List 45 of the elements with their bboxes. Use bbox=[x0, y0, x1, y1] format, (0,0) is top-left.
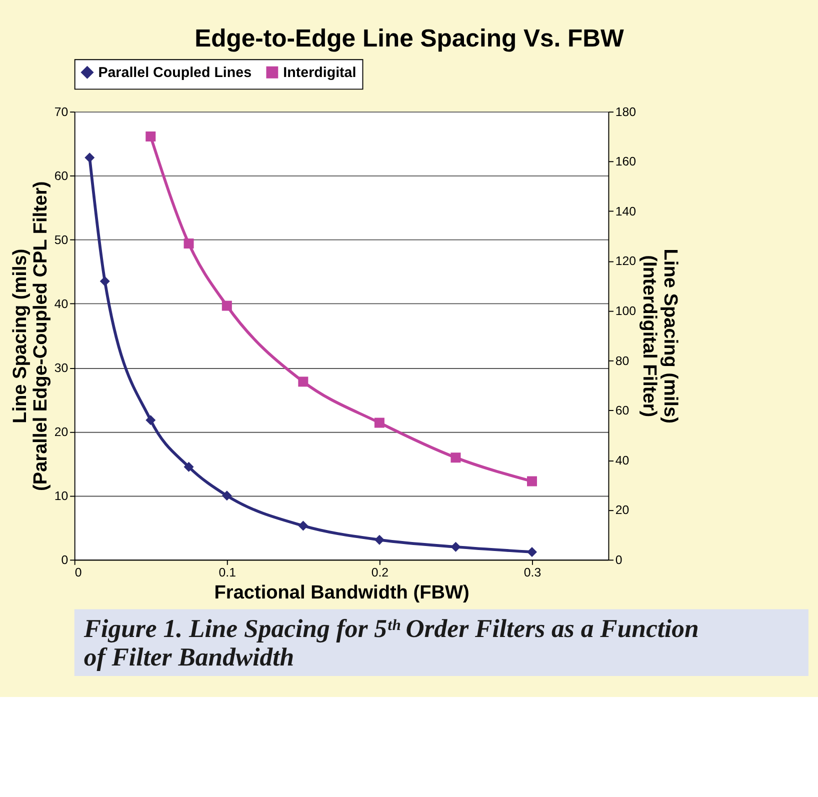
point bbox=[526, 476, 537, 486]
y2-tick-label: 60 bbox=[615, 404, 630, 418]
point bbox=[184, 462, 194, 472]
point bbox=[146, 415, 156, 426]
point bbox=[298, 376, 308, 387]
y-axis-title: Line Spacing (mils) (Parallel Edge-Coupled CPL Filter) bbox=[10, 181, 52, 491]
point bbox=[84, 152, 95, 163]
y-tick-label: 30 bbox=[54, 360, 68, 375]
point bbox=[222, 490, 232, 501]
y2-tick-label: 100 bbox=[615, 304, 636, 318]
caption: Figure 1. Line Spacing for 5ᵗʰ Order Filters as a Function of Filter Bandwidth bbox=[82, 614, 699, 672]
y2-tick-label: 120 bbox=[615, 254, 636, 268]
y-tick-label: 60 bbox=[54, 168, 68, 183]
y-tick-label: 70 bbox=[54, 104, 68, 119]
y2-tick-label: 140 bbox=[615, 204, 636, 218]
point bbox=[374, 534, 384, 545]
x-tick-label: 0.1 bbox=[218, 565, 236, 580]
legend-label: Interdigital bbox=[283, 65, 356, 82]
y2-axis-title: Line Spacing (mils) (Interdigital Filter) bbox=[638, 248, 681, 424]
x-tick-label: 0 bbox=[74, 565, 82, 580]
point bbox=[374, 418, 384, 428]
y-tick-label: 10 bbox=[54, 488, 68, 503]
y2-tick-label: 40 bbox=[615, 453, 630, 468]
legend-label: Parallel Coupled Lines bbox=[98, 65, 252, 82]
point bbox=[222, 300, 232, 311]
x-axis-title: Fractional Bandwidth (FBW) bbox=[214, 582, 470, 604]
point bbox=[526, 546, 537, 557]
point bbox=[450, 452, 461, 463]
y2-tick-label: 180 bbox=[615, 104, 636, 119]
point bbox=[146, 131, 156, 142]
point bbox=[184, 238, 194, 249]
y-tick-label: 50 bbox=[54, 232, 68, 247]
chart-title: Edge-to-Edge Line Spacing Vs. FBW bbox=[194, 25, 625, 52]
y2-tick-label: 160 bbox=[615, 154, 636, 169]
y2-tick-label: 80 bbox=[615, 354, 630, 368]
x-tick-label: 0.3 bbox=[524, 565, 542, 580]
y2-tick-label: 0 bbox=[615, 552, 622, 567]
y-tick-label: 0 bbox=[61, 552, 68, 567]
x-tick-label: 0.2 bbox=[371, 565, 389, 580]
point bbox=[450, 542, 461, 552]
point bbox=[298, 520, 308, 531]
y-tick-label: 20 bbox=[54, 424, 68, 439]
y2-tick-label: 20 bbox=[615, 503, 630, 518]
point bbox=[100, 276, 110, 286]
y-tick-label: 40 bbox=[54, 296, 68, 311]
